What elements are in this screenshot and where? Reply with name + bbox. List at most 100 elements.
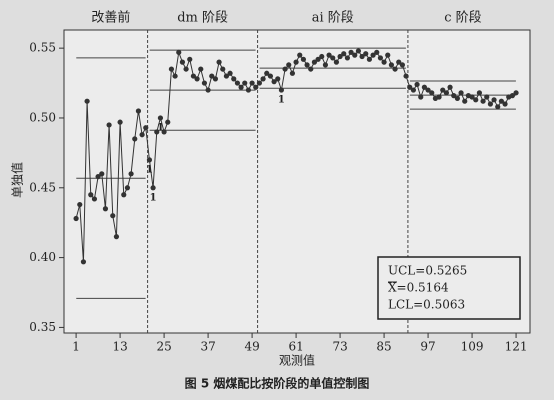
- data-point: [341, 51, 347, 57]
- data-point: [348, 49, 354, 55]
- x-tick-label: 61: [288, 340, 303, 354]
- data-point: [440, 87, 446, 93]
- data-point: [370, 52, 376, 58]
- data-point: [168, 66, 175, 72]
- data-point: [407, 84, 413, 90]
- data-point: [106, 122, 112, 128]
- data-point: [476, 90, 483, 96]
- data-point: [374, 49, 380, 55]
- data-point: [187, 56, 193, 62]
- data-point: [110, 213, 116, 219]
- data-point: [227, 70, 233, 76]
- data-point: [176, 49, 182, 55]
- data-point: [190, 73, 197, 79]
- data-point: [172, 73, 178, 79]
- data-point: [385, 52, 391, 58]
- x-tick-label: 121: [505, 340, 528, 354]
- data-point: [84, 98, 90, 104]
- data-point: [220, 66, 226, 72]
- data-point: [304, 62, 310, 68]
- data-point: [355, 48, 362, 54]
- data-point: [209, 73, 215, 79]
- data-point: [282, 66, 288, 72]
- y-tick-label: 0.45: [29, 180, 56, 194]
- data-point: [399, 62, 406, 68]
- data-point: [216, 59, 222, 65]
- data-point: [495, 104, 501, 110]
- data-point: [513, 90, 519, 96]
- data-point: [77, 201, 83, 208]
- data-point: [91, 196, 98, 202]
- data-point: [194, 76, 200, 82]
- x-tick-label: 97: [420, 340, 435, 354]
- data-point: [165, 119, 171, 125]
- data-point: [352, 52, 358, 58]
- data-point: [447, 84, 453, 90]
- data-point: [297, 52, 303, 58]
- data-point: [410, 87, 417, 93]
- data-point: [157, 115, 164, 121]
- phase-label: ai 阶段: [312, 11, 354, 26]
- data-point: [242, 80, 248, 86]
- data-point: [498, 98, 505, 104]
- data-point: [322, 62, 329, 68]
- y-axis-label: 单独值: [10, 162, 25, 198]
- data-point: [484, 94, 490, 100]
- x-tick-label: 25: [156, 340, 171, 354]
- phase-label: dm 阶段: [177, 11, 228, 26]
- data-point: [381, 59, 387, 65]
- data-point: [275, 76, 281, 82]
- data-point: [117, 119, 123, 125]
- x-tick-label: 49: [244, 340, 259, 354]
- data-point: [319, 53, 325, 60]
- data-point: [249, 80, 255, 86]
- data-point: [403, 73, 409, 79]
- data-point: [396, 59, 402, 65]
- x-tick-label: 109: [461, 340, 484, 354]
- annotation: UCL=0.5265: [388, 264, 467, 278]
- annotation: X=0.5164: [388, 281, 449, 295]
- data-point: [212, 76, 219, 82]
- data-point: [337, 53, 343, 60]
- phase-label: 改善前: [91, 10, 130, 26]
- data-point: [260, 76, 266, 82]
- data-point: [480, 98, 486, 104]
- y-tick-label: 0.35: [29, 320, 56, 334]
- data-point: [429, 90, 435, 96]
- data-point: [451, 93, 457, 99]
- x-tick-label: 13: [112, 340, 127, 354]
- data-point: [124, 185, 131, 191]
- data-point: [473, 97, 479, 103]
- data-point: [143, 125, 149, 131]
- data-point: [139, 132, 145, 138]
- data-point: [128, 171, 134, 177]
- data-point: [234, 80, 241, 86]
- data-point: [73, 215, 79, 222]
- annotation: LCL=0.5063: [388, 298, 465, 312]
- data-point: [392, 66, 398, 72]
- data-point: [418, 94, 424, 100]
- data-point: [231, 76, 237, 82]
- data-point: [201, 80, 208, 86]
- data-point: [344, 55, 351, 61]
- y-tick-label: 0.55: [29, 41, 56, 55]
- data-point: [238, 84, 244, 90]
- x-tick-label: 1: [72, 340, 80, 354]
- flag-label: 1: [157, 122, 164, 133]
- data-point: [256, 80, 263, 86]
- data-point: [271, 79, 277, 85]
- data-point: [278, 87, 285, 93]
- flag-label: 1: [146, 164, 153, 175]
- data-point: [509, 93, 516, 99]
- data-point: [315, 56, 321, 62]
- data-point: [425, 87, 431, 93]
- data-point: [330, 55, 336, 61]
- data-point: [80, 259, 87, 265]
- data-point: [366, 56, 373, 62]
- data-point: [183, 66, 189, 72]
- data-point: [102, 206, 109, 212]
- data-point: [359, 53, 365, 60]
- data-point: [293, 59, 299, 65]
- data-point: [436, 94, 442, 100]
- y-tick-label: 0.50: [29, 110, 56, 124]
